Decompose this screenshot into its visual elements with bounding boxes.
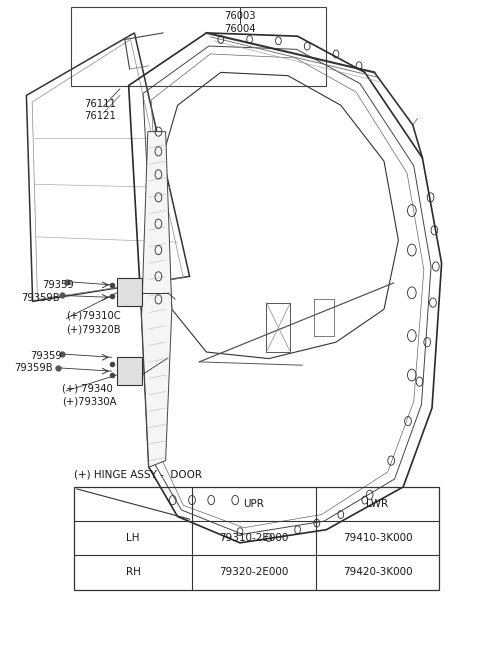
Polygon shape [142, 132, 172, 467]
Text: 79410-3K000: 79410-3K000 [343, 533, 412, 544]
Text: 76111
76121: 76111 76121 [84, 99, 116, 121]
Bar [74, 487, 439, 590]
Text: LWR: LWR [366, 499, 389, 509]
Text: 76003
76004: 76003 76004 [224, 11, 256, 34]
Text: 79359: 79359 [42, 280, 74, 290]
Text: (+) 79340
(+)79330A: (+) 79340 (+)79330A [62, 383, 117, 407]
Text: 79310-2E000: 79310-2E000 [219, 533, 288, 544]
Text: (+) HINGE ASSY -  DOOR: (+) HINGE ASSY - DOOR [74, 469, 203, 479]
Text: 79320-2E000: 79320-2E000 [219, 567, 288, 578]
Text: RH: RH [126, 567, 141, 578]
Text: LH: LH [126, 533, 140, 544]
Text: 79359B: 79359B [14, 363, 53, 374]
Bar [117, 278, 142, 306]
Bar [117, 357, 142, 385]
Text: UPR: UPR [243, 499, 264, 509]
Text: 79359B: 79359B [22, 293, 60, 303]
Text: (+)79310C
(+)79320B: (+)79310C (+)79320B [66, 311, 121, 334]
Text: 79359: 79359 [30, 351, 61, 361]
Text: 79420-3K000: 79420-3K000 [343, 567, 412, 578]
Bar [71, 7, 326, 86]
